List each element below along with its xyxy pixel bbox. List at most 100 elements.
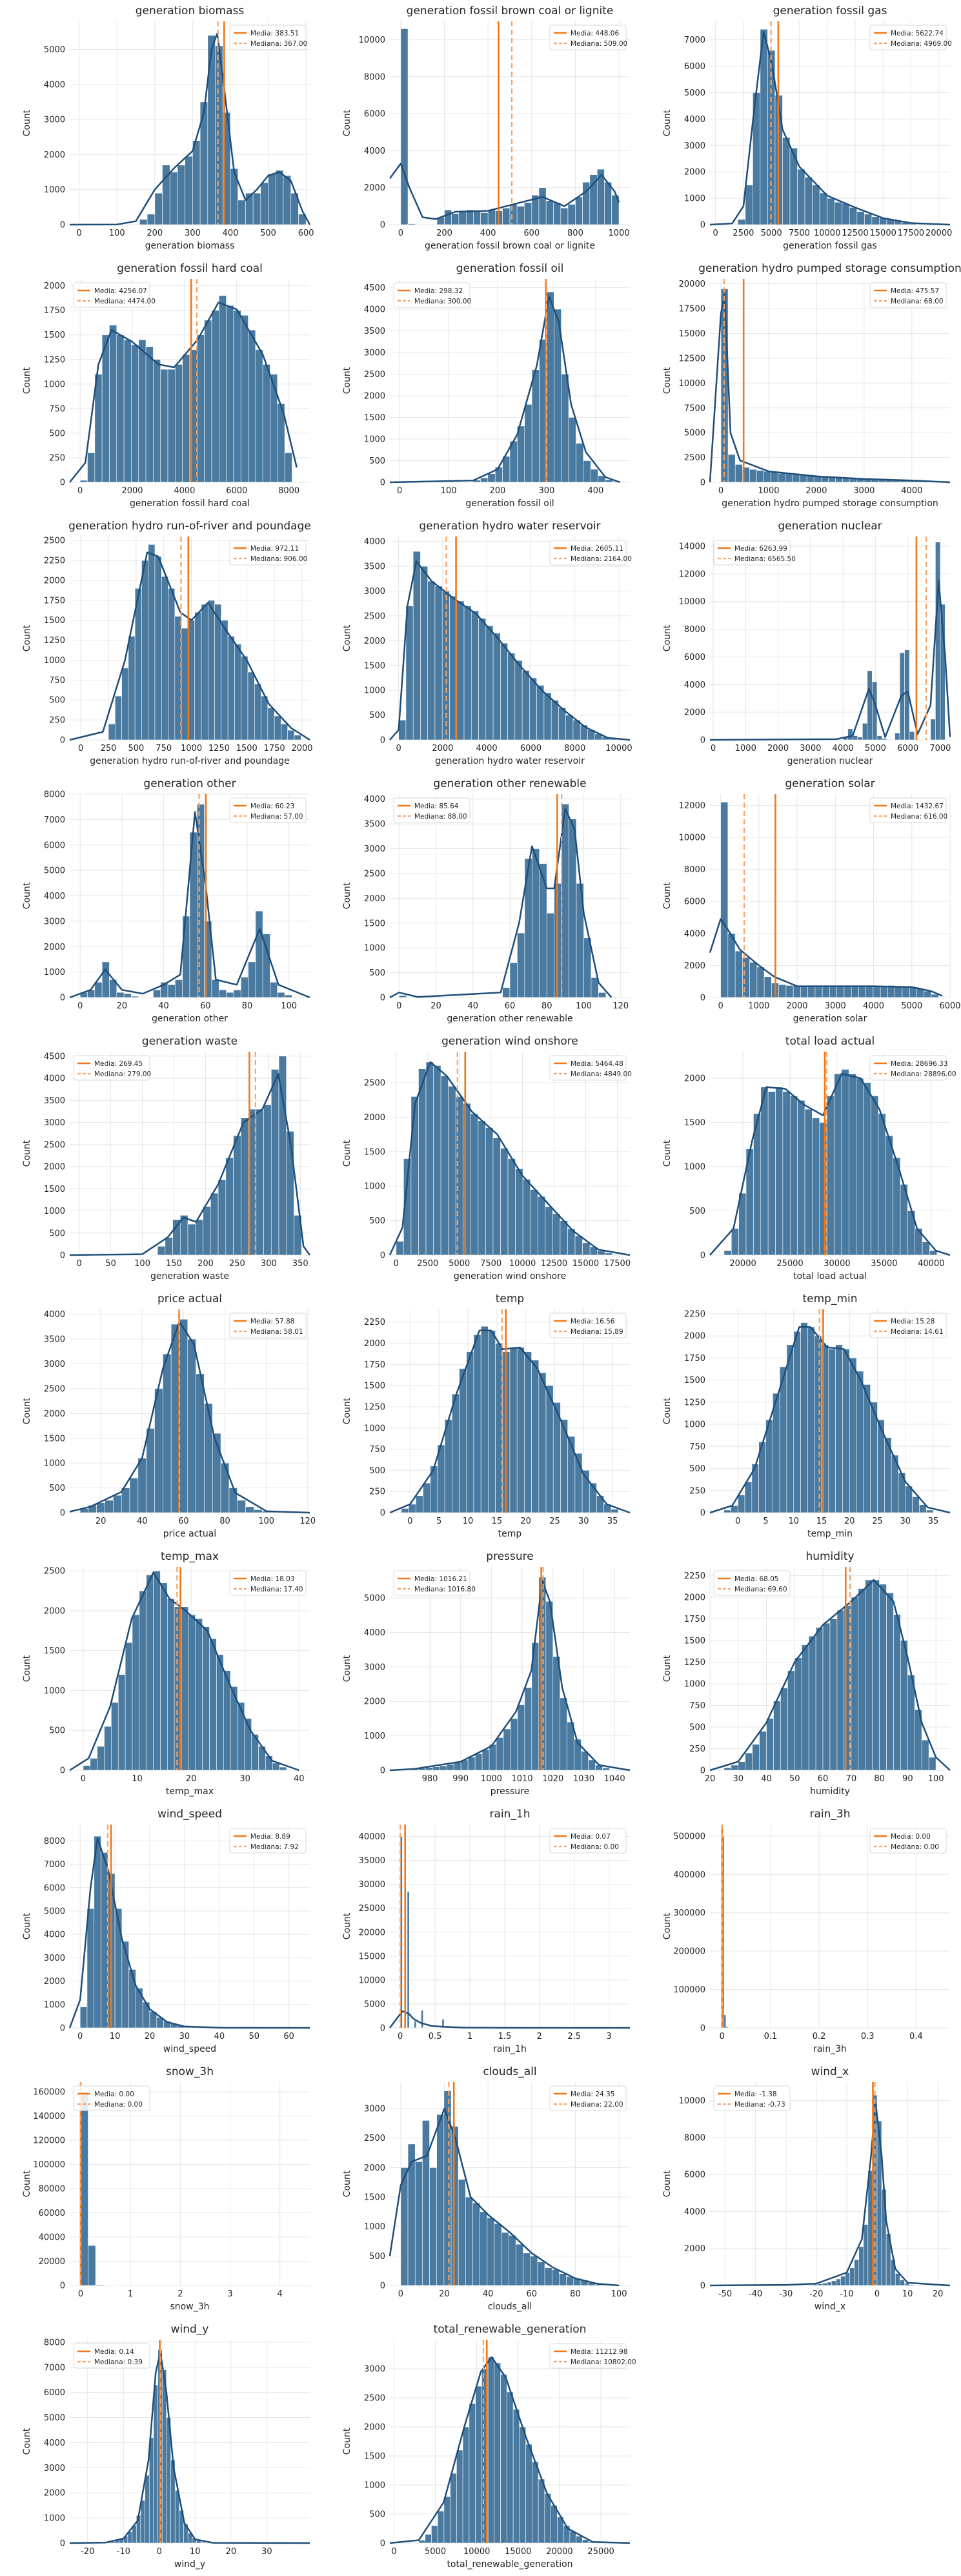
legend-mean-label: Media: 18.03	[250, 1575, 294, 1583]
legend: Media: 383.51 Mediana: 367.00	[229, 25, 307, 50]
y-tick-label: 1500	[44, 1434, 65, 1444]
x-tick-label: 7500	[789, 229, 810, 238]
histogram-bar	[418, 1068, 427, 1256]
histogram-svg: 0 5000 10000 15000 20000 25000 0 500 1000 1500 200…	[342, 2323, 636, 2570]
histogram-bar	[738, 1761, 746, 1771]
y-tick-label: 4000	[684, 929, 705, 939]
histogram-bar	[929, 1250, 938, 1256]
y-tick-label: 2000	[364, 391, 385, 401]
histogram-bar	[793, 985, 801, 998]
histogram-bar	[128, 636, 136, 741]
histogram-bar	[470, 610, 479, 741]
histogram-svg: 0 1000 2000 3000 4000 5000 6000 7000 0 2000 4000 60…	[662, 520, 951, 766]
histogram-bar	[101, 1852, 108, 2029]
histogram-bar	[116, 334, 125, 483]
histogram-bar	[204, 921, 212, 998]
histogram-bar	[167, 369, 176, 483]
x-tick-label: 250	[101, 744, 117, 753]
histogram-bar	[737, 219, 746, 225]
histogram-bar	[88, 2245, 96, 2286]
histogram-bar	[131, 996, 139, 998]
histogram-bar	[283, 175, 292, 225]
x-tick-label: 12500	[541, 1259, 567, 1269]
histogram-bar	[240, 1118, 249, 1256]
x-tick-label: 4000	[476, 744, 498, 753]
histogram-bar	[429, 2167, 438, 2286]
legend-box	[229, 540, 307, 566]
histogram-bar	[129, 1477, 139, 1513]
x-tick-label: 800	[567, 229, 583, 238]
legend-mean-label: Media: 6263.99	[734, 545, 787, 553]
histogram-bar	[500, 2374, 507, 2544]
y-tick-label: 2000	[364, 2423, 385, 2433]
histogram-bar	[909, 731, 915, 741]
x-tick-label: 10	[902, 2289, 913, 2299]
histogram-bar	[842, 203, 850, 225]
legend-mean-label: Media: 448.06	[571, 30, 619, 37]
histogram-bar	[132, 1614, 140, 1771]
histogram-bar	[782, 137, 791, 225]
y-tick-label: 2500	[364, 370, 385, 380]
histogram-bar	[136, 1988, 143, 2029]
histogram-bar	[604, 181, 612, 225]
histogram-bar	[433, 1065, 441, 1256]
histogram-bar	[121, 668, 129, 741]
legend-median-label: Mediana: 2164.00	[571, 555, 632, 563]
histogram-bar	[560, 1220, 568, 1256]
x-tick-label: 0	[77, 229, 82, 238]
y-tick-label: 1000	[364, 434, 385, 444]
y-tick-label: 40000	[359, 1832, 385, 1842]
histogram-bar	[227, 636, 235, 741]
x-tick-label: 80	[219, 1517, 230, 1526]
x-tick-label: 17500	[898, 229, 924, 238]
histogram-bar	[134, 588, 142, 741]
y-tick-label: 750	[689, 1442, 705, 1452]
x-tick-label: 30	[578, 1517, 589, 1526]
x-tick-label: 2000	[121, 486, 143, 496]
histogram-bar	[117, 1674, 126, 1771]
histogram-bar	[168, 588, 176, 741]
histogram-bar	[478, 618, 487, 741]
histogram-svg: 0 0.5 1 1.5 2 2.5 3 0 5000 10000 15000 20000 25000 30…	[342, 1808, 631, 2054]
histogram-bar	[450, 2473, 457, 2544]
y-tick-label: 500	[689, 1207, 705, 1216]
histogram-svg: 0 0.1 0.2 0.3 0.4 0 100000 200000 300000 400000 50…	[662, 1808, 950, 2054]
kde-line	[68, 1837, 310, 2029]
histogram-bar	[576, 2535, 583, 2544]
y-tick-label: 3000	[364, 2105, 385, 2114]
x-tick-label: 0	[396, 1001, 401, 1011]
histogram-bar	[727, 933, 736, 998]
x-tick-label: 0.4	[909, 2032, 923, 2041]
legend: Media: -1.38 Mediana: -0.73	[713, 2085, 791, 2111]
chart-title: humidity	[805, 1550, 854, 1563]
histogram-bar	[849, 1358, 857, 1513]
x-tick-label: 350	[292, 1259, 309, 1269]
histogram-bar	[86, 1908, 95, 2029]
chart-title: generation waste	[142, 1035, 238, 1048]
legend: Media: 0.07 Mediana: 0.00	[549, 1828, 627, 1854]
legend-mean-label: Media: 383.51	[250, 30, 299, 37]
histogram-bar	[207, 600, 215, 741]
histogram-bar	[863, 2224, 869, 2286]
y-tick-label: 0	[60, 736, 65, 746]
histogram-bar	[240, 977, 248, 998]
x-tick-label: 300	[261, 1259, 277, 1269]
kde-line	[709, 292, 951, 484]
legend-median-label: Mediana: 1016.80	[414, 1586, 476, 1593]
histogram-bar	[500, 642, 508, 741]
x-tick-label: 990	[452, 1774, 469, 1784]
histogram-bar	[400, 2167, 409, 2286]
x-tick-label: 10	[110, 2032, 121, 2041]
y-tick-label: 2500	[44, 1384, 65, 1394]
legend-mean-label: Media: 269.45	[94, 1060, 143, 1068]
legend-mean-label: Media: 24.35	[571, 2090, 614, 2098]
x-tick-label: 1000	[609, 229, 630, 238]
x-tick-label: 35	[928, 1517, 939, 1526]
y-tick-label: 4000	[364, 537, 385, 547]
x-tick-label: 1000	[758, 486, 779, 496]
y-tick-label: 0	[380, 2282, 385, 2291]
histogram-bar	[873, 985, 881, 998]
histogram-bar	[248, 329, 256, 483]
legend-mean-label: Media: -1.38	[734, 2090, 777, 2098]
histogram-bar	[847, 728, 853, 741]
